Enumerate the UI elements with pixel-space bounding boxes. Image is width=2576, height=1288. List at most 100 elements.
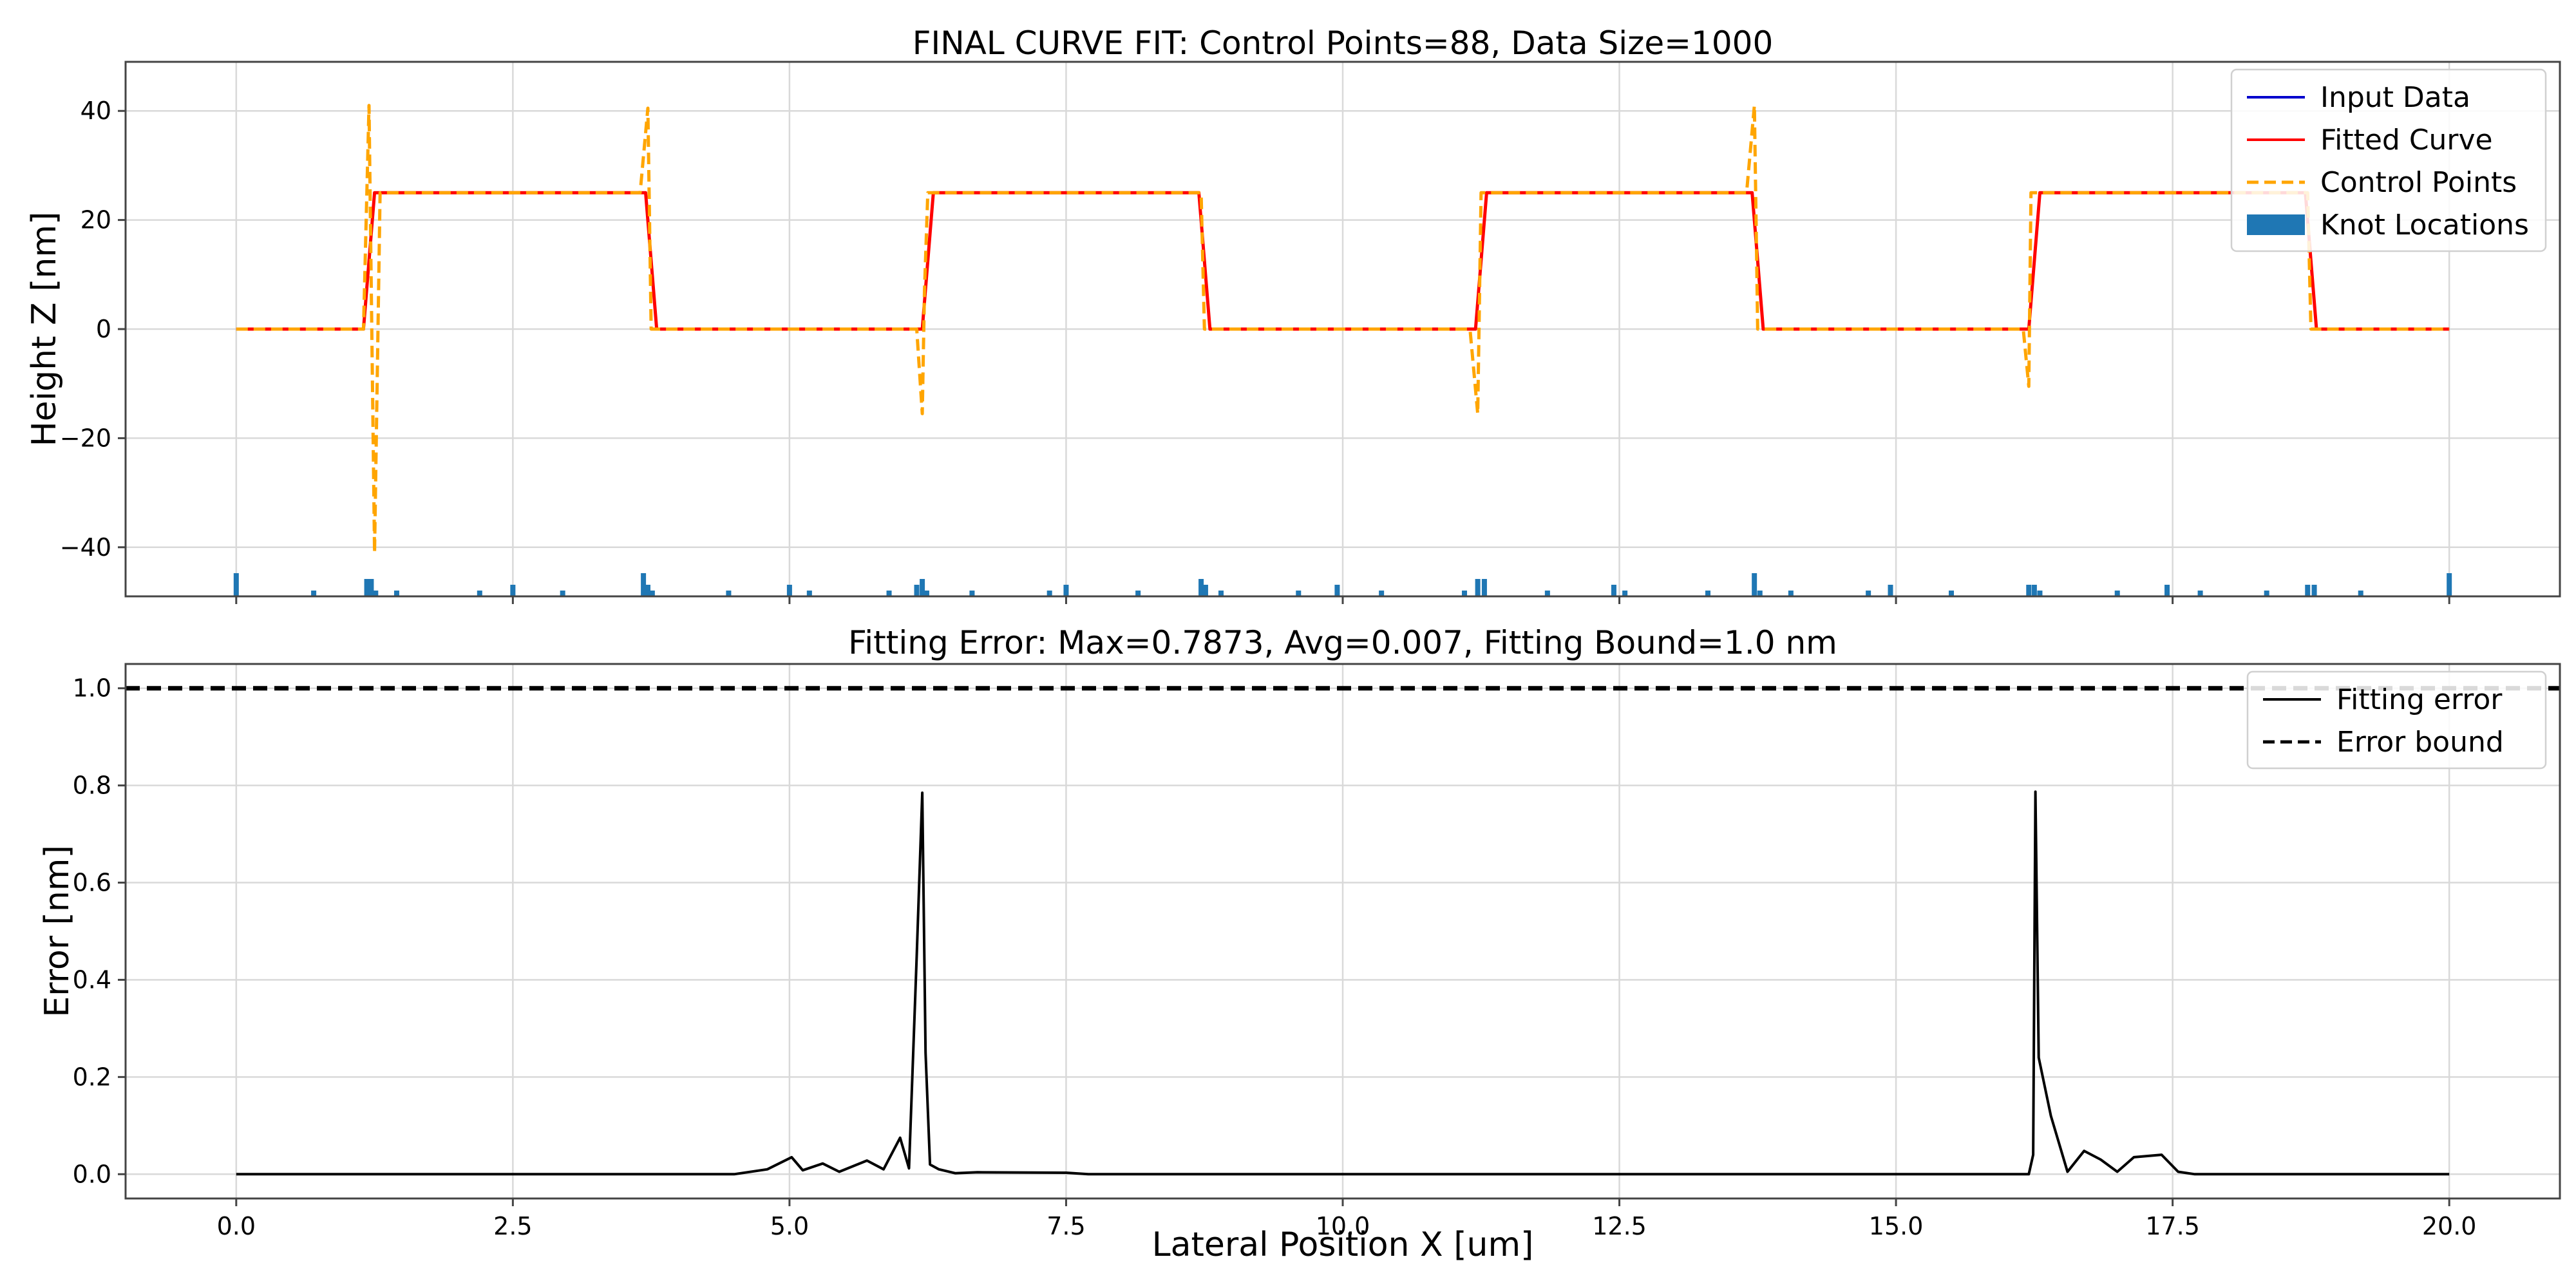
fitting-error-y-tick-label: 0.0 xyxy=(73,1160,111,1188)
knot-location-bar xyxy=(2305,585,2311,596)
knot-location-bar xyxy=(1949,591,1954,596)
curve-fit-legend-entry: Control Points xyxy=(2247,166,2517,199)
legend-label: Control Points xyxy=(2320,166,2517,199)
fitting-error-y-axis-label: Error [nm] xyxy=(38,845,77,1017)
knot-location-bar xyxy=(645,585,650,596)
knot-location-bar xyxy=(1888,585,1893,596)
curve-fit-y-tick-label: 0 xyxy=(96,315,111,343)
curve-fit-y-tick-label: −40 xyxy=(60,533,111,562)
knot-location-bar xyxy=(786,585,792,596)
knot-location-bar xyxy=(311,591,317,596)
knot-location-bar xyxy=(1866,591,1871,596)
knot-location-bar xyxy=(1202,585,1208,596)
curve-fit-series xyxy=(236,104,2450,554)
knot-location-bar xyxy=(373,591,379,596)
knot-location-bar xyxy=(2031,585,2037,596)
fitting-error-x-ticks: 0.0 2.5 5.0 7.5 10.0 12.5 15.0 17.5 20.0 xyxy=(217,1198,2477,1240)
knot-location-bar xyxy=(1218,591,1224,596)
curve-fit-legend-entry: Input Data xyxy=(2247,81,2470,114)
curve-fit-title: FINAL CURVE FIT: Control Points=88, Data… xyxy=(913,24,1774,62)
fitting-error-y-ticks: 0.0 0.2 0.4 0.6 0.8 1.0 xyxy=(73,674,126,1188)
knot-location-bar xyxy=(510,585,516,596)
fitting-error-series xyxy=(126,686,2560,1176)
knot-location-bar xyxy=(560,591,565,596)
knot-location-bar xyxy=(920,579,925,596)
fitting-error-x-tick-label: 15.0 xyxy=(1869,1212,1924,1240)
knot-location-bar xyxy=(2114,591,2120,596)
knot-location-bar xyxy=(886,591,892,596)
knot-location-bar xyxy=(2447,573,2452,596)
fitting-error-y-tick-label: 0.6 xyxy=(73,869,111,897)
fitting-error-legend: Fitting error Error bound xyxy=(2246,670,2547,770)
legend-label: Error bound xyxy=(2336,726,2504,759)
curve-fit-y-ticks: −40 −20 0 20 40 xyxy=(60,97,126,562)
knot-location-bar xyxy=(2037,591,2043,596)
curve-fit-legend-entry: Knot Locations xyxy=(2247,209,2529,242)
knot-location-bar xyxy=(233,573,239,596)
knot-location-bar xyxy=(641,573,647,596)
knot-location-bar xyxy=(2164,585,2170,596)
knot-location-bar xyxy=(1046,591,1052,596)
curve-fit-y-tick-label: −20 xyxy=(60,424,111,452)
knot-histogram xyxy=(233,573,2452,596)
series-control-points xyxy=(236,104,2450,554)
curve-fit-grid xyxy=(126,62,2560,596)
series-fitting-error xyxy=(236,790,2450,1176)
knot-location-bar xyxy=(1379,591,1385,596)
knot-location-bar xyxy=(477,591,482,596)
knot-location-bar xyxy=(1752,573,1757,596)
fitting-error-y-tick-label: 1.0 xyxy=(73,674,111,703)
curve-fit-legend: Input Data Fitted Curve Control Points Knot… xyxy=(2230,68,2547,252)
legend-label: Fitted Curve xyxy=(2320,124,2493,156)
curve-fit-legend-box xyxy=(2230,68,2547,252)
knot-location-bar xyxy=(923,591,929,596)
knot-location-bar xyxy=(1544,591,1550,596)
knot-location-bar xyxy=(2264,591,2269,596)
fitting-error-panel: Fitting Error: Max=0.7873, Avg=0.007, Fi… xyxy=(38,624,2561,1264)
fitting-error-x-tick-label: 7.5 xyxy=(1046,1212,1085,1240)
knot-location-bar xyxy=(1475,579,1481,596)
knot-location-bar xyxy=(1705,591,1710,596)
curve-fit-panel: FINAL CURVE FIT: Control Points=88, Data… xyxy=(25,24,2561,604)
curve-fit-x-ticks xyxy=(235,596,2450,604)
fitting-error-legend-entry: Fitting error xyxy=(2263,683,2503,716)
curve-fit-y-axis-label: Height Z [nm] xyxy=(25,212,64,447)
fitting-error-y-tick-label: 0.4 xyxy=(73,965,111,994)
knot-location-bar xyxy=(368,579,374,596)
knot-location-bar xyxy=(393,591,399,596)
knot-location-bar xyxy=(2026,585,2032,596)
knot-location-bar xyxy=(364,579,370,596)
legend-swatch xyxy=(2247,214,2305,235)
knot-location-bar xyxy=(2197,591,2203,596)
fitting-error-y-tick-label: 0.2 xyxy=(73,1063,111,1091)
legend-label: Fitting error xyxy=(2336,683,2503,716)
fitting-error-title: Fitting Error: Max=0.7873, Avg=0.007, Fi… xyxy=(848,624,1837,661)
fitting-error-legend-box xyxy=(2246,670,2547,770)
knot-location-bar xyxy=(1622,591,1628,596)
fitting-error-x-tick-label: 17.5 xyxy=(2145,1212,2200,1240)
legend-label: Input Data xyxy=(2320,81,2470,114)
fitting-error-legend-entry: Error bound xyxy=(2263,726,2504,759)
fitting-error-x-tick-label: 2.5 xyxy=(493,1212,532,1240)
legend-label: Knot Locations xyxy=(2320,209,2529,242)
fitting-error-x-tick-label: 5.0 xyxy=(770,1212,809,1240)
knot-location-bar xyxy=(1481,579,1487,596)
knot-location-bar xyxy=(1296,591,1302,596)
knot-location-bar xyxy=(969,591,975,596)
knot-location-bar xyxy=(806,591,812,596)
knot-location-bar xyxy=(1334,585,1340,596)
fitting-error-grid xyxy=(126,664,2560,1198)
knot-location-bar xyxy=(1611,585,1616,596)
knot-location-bar xyxy=(2311,585,2317,596)
knot-location-bar xyxy=(1462,591,1467,596)
knot-location-bar xyxy=(649,591,655,596)
knot-location-bar xyxy=(1063,585,1069,596)
knot-location-bar xyxy=(1757,591,1763,596)
knot-location-bar xyxy=(2358,591,2363,596)
knot-location-bar xyxy=(1788,591,1794,596)
knot-location-bar xyxy=(1135,591,1141,596)
fitting-error-x-tick-label: 12.5 xyxy=(1592,1212,1647,1240)
knot-location-bar xyxy=(914,585,920,596)
fitting-error-x-tick-label: 20.0 xyxy=(2422,1212,2477,1240)
fitting-error-x-tick-label: 10.0 xyxy=(1316,1212,1370,1240)
